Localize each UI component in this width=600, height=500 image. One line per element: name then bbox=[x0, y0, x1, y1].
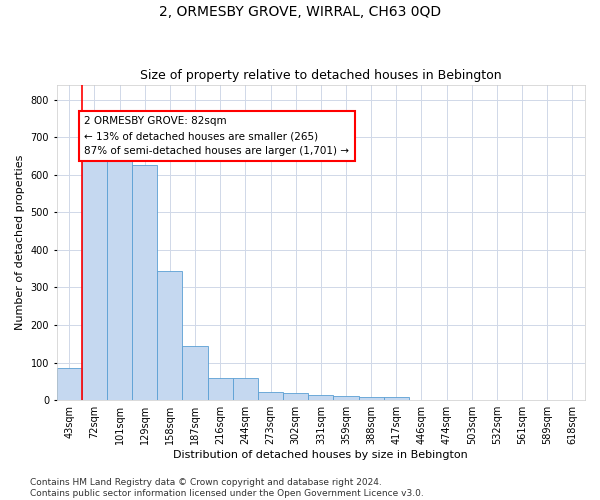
Text: Contains HM Land Registry data © Crown copyright and database right 2024.
Contai: Contains HM Land Registry data © Crown c… bbox=[30, 478, 424, 498]
Bar bbox=[308, 394, 334, 400]
Bar bbox=[233, 378, 258, 400]
Text: 2, ORMESBY GROVE, WIRRAL, CH63 0QD: 2, ORMESBY GROVE, WIRRAL, CH63 0QD bbox=[159, 5, 441, 19]
Bar bbox=[82, 152, 107, 400]
Title: Size of property relative to detached houses in Bebington: Size of property relative to detached ho… bbox=[140, 69, 502, 82]
Bar bbox=[334, 396, 359, 400]
Bar bbox=[258, 392, 283, 400]
Bar bbox=[283, 392, 308, 400]
Y-axis label: Number of detached properties: Number of detached properties bbox=[15, 154, 25, 330]
X-axis label: Distribution of detached houses by size in Bebington: Distribution of detached houses by size … bbox=[173, 450, 468, 460]
Bar bbox=[107, 152, 132, 400]
Bar bbox=[157, 270, 182, 400]
Bar bbox=[208, 378, 233, 400]
Bar bbox=[359, 397, 384, 400]
Bar bbox=[182, 346, 208, 400]
Text: 2 ORMESBY GROVE: 82sqm
← 13% of detached houses are smaller (265)
87% of semi-de: 2 ORMESBY GROVE: 82sqm ← 13% of detached… bbox=[85, 116, 349, 156]
Bar bbox=[56, 368, 82, 400]
Bar bbox=[132, 166, 157, 400]
Bar bbox=[384, 397, 409, 400]
